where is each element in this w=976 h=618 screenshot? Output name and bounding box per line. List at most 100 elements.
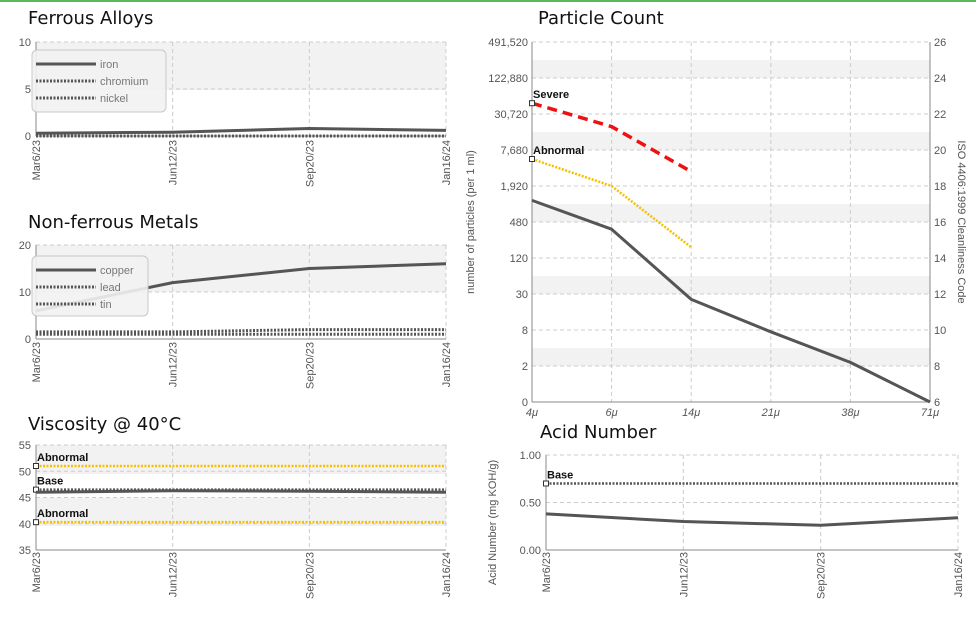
y-tick-label: 50: [19, 466, 31, 478]
y-tick-label: 122,880: [488, 73, 528, 85]
ferrous-title: Ferrous Alloys: [28, 8, 154, 29]
reference-line-abnormal: [531, 157, 692, 249]
plot-band: [532, 348, 930, 366]
y-tick-label: 120: [510, 253, 528, 265]
reference-label: Severe: [533, 89, 569, 101]
series-line-iron: [35, 127, 447, 135]
y-tick-label: 0.00: [520, 545, 541, 557]
plot-band: [532, 276, 930, 294]
reference-line-severe: [531, 101, 693, 174]
x-tick-label: 6μ: [606, 407, 618, 419]
reference-label: Base: [547, 470, 573, 482]
plot-band: [532, 204, 930, 222]
y-tick-label: 45: [19, 493, 31, 505]
x-tick-label: 71μ: [921, 407, 939, 419]
y-tick-label: 10: [19, 37, 31, 49]
y-tick-label: 491,520: [488, 37, 528, 49]
top-accent-line: [0, 0, 976, 2]
y2-tick-label: 16: [934, 217, 946, 229]
x-tick-label: Jan16/24: [953, 552, 965, 597]
y-tick-label: 35: [19, 545, 31, 557]
y-tick-label: 2: [522, 361, 528, 373]
nonferrous-title: Non-ferrous Metals: [28, 212, 199, 233]
x-tick-label: Mar6/23: [541, 552, 553, 592]
y2-tick-label: 24: [934, 73, 946, 85]
y-tick-label: 480: [510, 217, 528, 229]
x-tick-label: Sep20/23: [816, 552, 828, 599]
y-tick-label: 7,680: [500, 145, 528, 157]
legend-label-tin: tin: [100, 299, 112, 311]
y2-tick-label: 14: [934, 253, 946, 265]
x-tick-label: Jun12/23: [678, 552, 690, 597]
x-tick-label: Jun12/23: [168, 552, 180, 597]
reference-marker: [529, 156, 535, 162]
reference-marker: [33, 519, 39, 526]
y-tick-label: 55: [19, 440, 31, 452]
x-tick-label: Sep20/23: [304, 140, 316, 187]
reference-marker: [529, 100, 535, 107]
reference-label: Abnormal: [37, 508, 88, 520]
x-tick-label: Sep20/23: [304, 342, 316, 389]
x-tick-label: 4μ: [526, 407, 538, 419]
x-tick-label: Sep20/23: [304, 552, 316, 599]
series-line-lead: [36, 328, 446, 334]
x-tick-label: Jun12/23: [168, 342, 180, 387]
x-tick-label: Mar6/23: [31, 140, 43, 180]
reference-label: Abnormal: [37, 452, 88, 464]
x-tick-label: Jan16/24: [441, 140, 453, 185]
y2-axis-label: ISO 4406:1999 Cleanliness Code: [955, 140, 967, 303]
x-tick-label: Jan16/24: [441, 552, 453, 597]
legend-label-chromium: chromium: [100, 76, 148, 88]
y2-tick-label: 26: [934, 37, 946, 49]
y2-tick-label: 12: [934, 289, 946, 301]
legend-label-copper: copper: [100, 265, 134, 277]
x-tick-label: 21μ: [761, 407, 780, 419]
y2-tick-label: 8: [934, 361, 940, 373]
y-tick-label: 0: [25, 334, 31, 346]
plot-band: [36, 445, 446, 474]
viscosity-title: Viscosity @ 40°C: [28, 414, 182, 435]
series-line: [545, 512, 959, 527]
x-tick-label: Jan16/24: [441, 342, 453, 387]
reference-label: Base: [37, 476, 63, 488]
legend-label-nickel: nickel: [100, 93, 128, 105]
x-tick-label: Mar6/23: [31, 552, 43, 592]
y-axis-label: number of particles (per 1 ml): [465, 150, 477, 294]
legend-label-iron: iron: [100, 59, 118, 71]
reference-marker: [543, 480, 549, 487]
particle-count-title: Particle Count: [538, 8, 664, 29]
y-tick-label: 8: [522, 325, 528, 337]
reference-label: Abnormal: [533, 145, 584, 157]
x-tick-label: Jun12/23: [168, 140, 180, 185]
y-tick-label: 40: [19, 519, 31, 531]
y-tick-label: 1.00: [520, 450, 541, 462]
reference-marker: [33, 463, 39, 469]
y-tick-label: 5: [25, 84, 31, 96]
acid-number-title: Acid Number: [540, 422, 657, 443]
y2-tick-label: 6: [934, 397, 940, 409]
x-tick-label: 38μ: [841, 407, 859, 419]
y-tick-label: 30,720: [494, 109, 528, 121]
y2-tick-label: 20: [934, 145, 946, 157]
y-tick-label: 0: [25, 131, 31, 143]
x-tick-label: 14μ: [682, 407, 700, 419]
y2-tick-label: 10: [934, 325, 946, 337]
plot-band: [532, 60, 930, 78]
y-tick-label: 1,920: [500, 181, 528, 193]
y-tick-label: 30: [516, 289, 528, 301]
y2-tick-label: 18: [934, 181, 946, 193]
legend-label-lead: lead: [100, 282, 121, 294]
y-tick-label: 0.50: [520, 498, 541, 510]
y-tick-label: 0: [522, 397, 528, 409]
x-tick-label: Mar6/23: [31, 342, 43, 382]
y-tick-label: 10: [19, 287, 31, 299]
series-line: [35, 489, 447, 494]
series-line: [531, 198, 931, 404]
y-axis-label: Acid Number (mg KOH/g): [487, 460, 499, 585]
y-tick-label: 20: [19, 240, 31, 252]
